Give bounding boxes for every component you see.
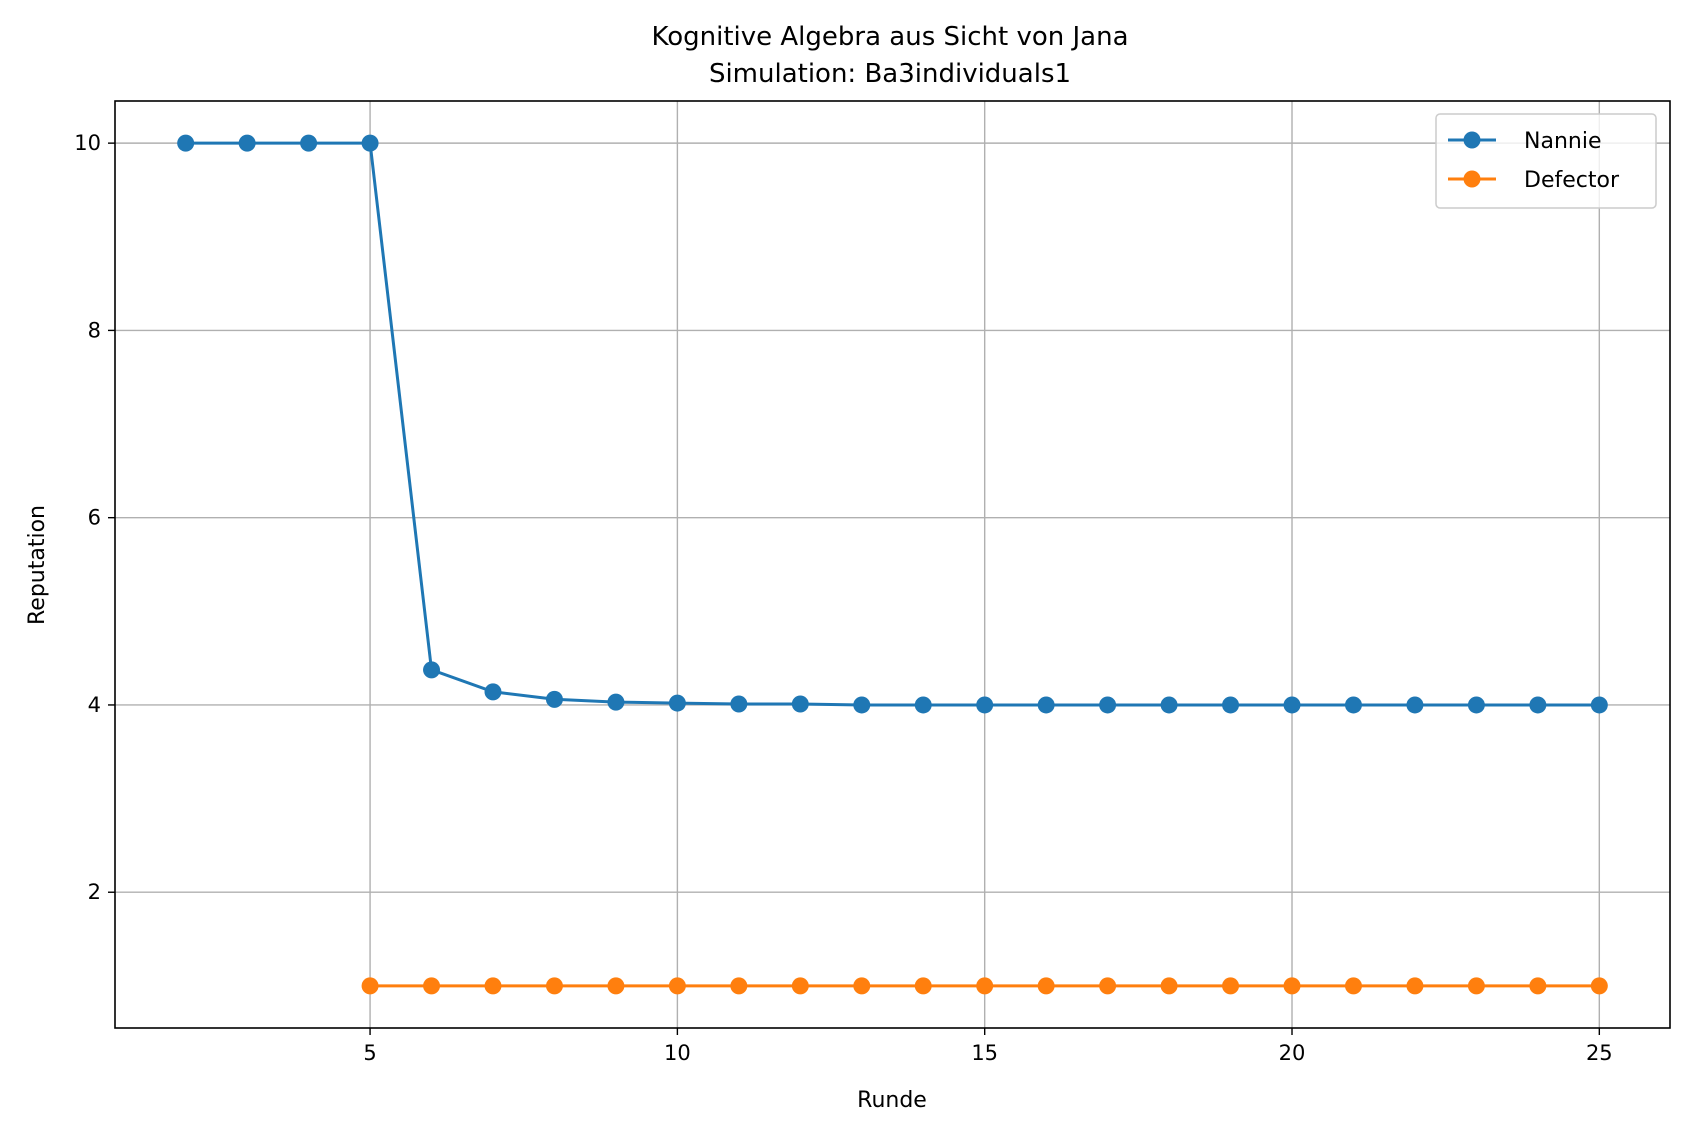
data-point: [1160, 696, 1178, 714]
series-line-nannie: [185, 141, 1600, 707]
legend-marker-defector: [1463, 170, 1481, 188]
y-tick-label: 4: [88, 693, 101, 717]
plot-frame: [114, 100, 1671, 1029]
data-point: [1344, 696, 1362, 714]
data-point: [730, 977, 748, 995]
data-point: [484, 977, 502, 995]
data-point: [1467, 696, 1485, 714]
y-tick-label: 10: [74, 131, 101, 155]
data-point: [1283, 977, 1301, 995]
data-point: [1222, 696, 1240, 714]
data-point: [668, 977, 686, 995]
data-point: [976, 977, 994, 995]
data-point: [791, 977, 809, 995]
data-point: [607, 977, 625, 995]
data-point: [730, 695, 748, 713]
data-point: [1406, 977, 1424, 995]
y-tick-label: 8: [88, 318, 101, 342]
data-point: [1406, 696, 1424, 714]
data-point: [300, 134, 318, 152]
legend-label: Defector: [1524, 168, 1620, 193]
data-point: [1344, 977, 1362, 995]
data-point: [423, 977, 441, 995]
data-point: [668, 694, 686, 712]
plot-series: [177, 134, 1608, 995]
data-point: [914, 696, 932, 714]
legend: Nannie Defector: [1435, 113, 1657, 209]
data-point: [853, 696, 871, 714]
legend-marker-nannie: [1463, 131, 1481, 149]
chart-subtitle: Simulation: Ba3individuals1: [709, 59, 1071, 89]
data-point: [1590, 977, 1608, 995]
x-tick-label: 5: [363, 1041, 376, 1065]
data-point: [1099, 977, 1117, 995]
y-axis-label: Reputation: [25, 505, 50, 625]
data-point: [545, 977, 563, 995]
legend-label: Nannie: [1524, 129, 1601, 154]
data-point: [423, 661, 441, 679]
data-point: [791, 695, 809, 713]
data-point: [914, 977, 932, 995]
data-point: [1529, 696, 1547, 714]
data-point: [177, 134, 195, 152]
data-point: [1037, 696, 1055, 714]
data-point: [1099, 696, 1117, 714]
x-tick-label: 10: [664, 1041, 691, 1065]
x-tick-label: 20: [1279, 1041, 1306, 1065]
data-point: [853, 977, 871, 995]
data-point: [1467, 977, 1485, 995]
data-point: [1283, 696, 1301, 714]
y-tick-label: 2: [88, 880, 101, 904]
x-tick-label: 15: [971, 1041, 998, 1065]
data-point: [1160, 977, 1178, 995]
grid: [115, 101, 1670, 1028]
data-point: [1037, 977, 1055, 995]
data-point: [361, 977, 379, 995]
x-tick-label: 25: [1586, 1041, 1613, 1065]
data-point: [1590, 696, 1608, 714]
data-point: [545, 690, 563, 708]
chart-title: Kognitive Algebra aus Sicht von Jana: [651, 22, 1128, 52]
data-point: [238, 134, 256, 152]
y-tick-label: 6: [88, 506, 101, 530]
data-point: [976, 696, 994, 714]
legend-box: [1435, 113, 1657, 209]
axis-ticks: 5 10 15 20 25 2 4 6 8 10: [74, 131, 1612, 1065]
data-point: [607, 693, 625, 711]
data-point: [484, 683, 502, 701]
x-axis-label: Runde: [857, 1088, 927, 1113]
data-point: [1222, 977, 1240, 995]
data-point: [1529, 977, 1547, 995]
data-point: [361, 134, 379, 152]
